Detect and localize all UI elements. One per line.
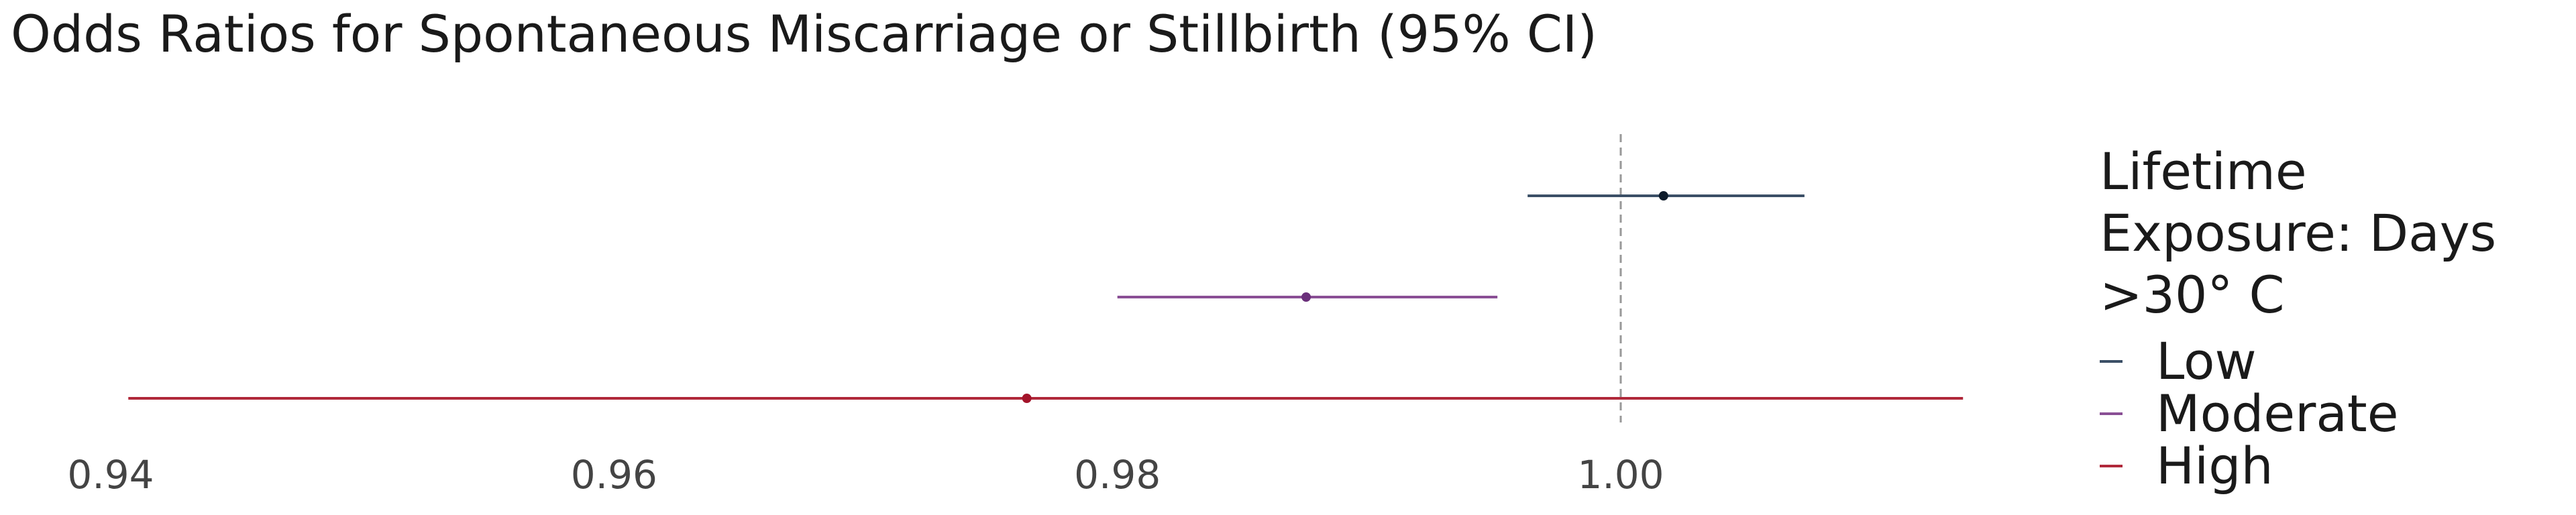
x-tick-label: 0.96 bbox=[571, 452, 657, 498]
estimate-point-low bbox=[1658, 191, 1668, 201]
legend-key-high bbox=[2100, 465, 2123, 467]
legend-item-low: Low bbox=[2100, 335, 2569, 388]
x-axis-ticks: 0.94 0.96 0.98 1.00 bbox=[67, 452, 1664, 498]
x-tick-label: 0.94 bbox=[67, 452, 154, 498]
legend-label-moderate: Moderate bbox=[2156, 384, 2399, 443]
legend-label-high: High bbox=[2156, 436, 2273, 496]
x-tick-label: 0.98 bbox=[1074, 452, 1161, 498]
legend-key-low bbox=[2100, 360, 2123, 363]
legend: Lifetime Exposure: Days >30° C Low Modera… bbox=[2100, 141, 2569, 492]
legend-item-high: High bbox=[2100, 440, 2569, 492]
chart-title: Odds Ratios for Spontaneous Miscarriage … bbox=[11, 4, 1597, 64]
x-tick-label: 1.00 bbox=[1577, 452, 1664, 498]
legend-items: Low Moderate High bbox=[2100, 335, 2569, 492]
estimate-point-moderate bbox=[1301, 292, 1311, 302]
legend-label-low: Low bbox=[2156, 331, 2257, 391]
legend-key-moderate bbox=[2100, 412, 2123, 415]
estimate-rows bbox=[128, 191, 1964, 403]
legend-title: Lifetime Exposure: Days >30° C bbox=[2100, 141, 2497, 325]
estimate-point-high bbox=[1022, 394, 1032, 403]
legend-item-moderate: Moderate bbox=[2100, 388, 2569, 440]
